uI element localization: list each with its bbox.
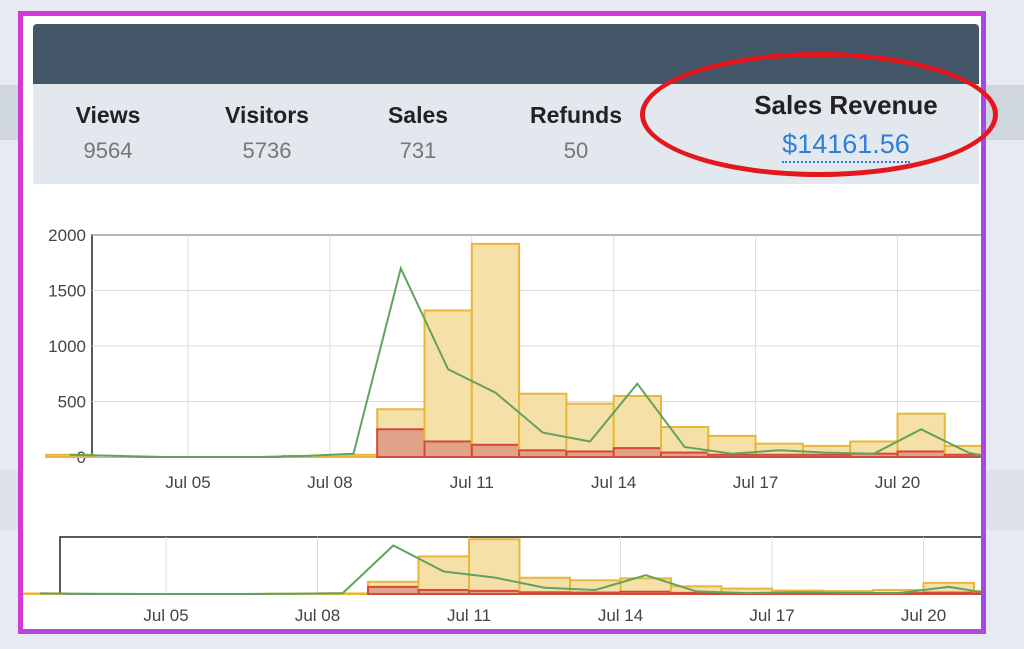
stat-value: 9564 <box>83 138 133 163</box>
refund-bar <box>565 450 615 459</box>
refund-bar <box>754 453 804 458</box>
stat-value: 50 <box>563 138 589 163</box>
refund-bar <box>619 590 672 595</box>
stat-sales-revenue: Sales Revenue $14161.56 <box>726 72 966 163</box>
sales-bar <box>565 402 615 458</box>
sales-bar <box>470 242 521 458</box>
overview-plot: Jul 05 Jul 08 Jul 11 Jul 14 Jul 17 Jul 20 <box>23 536 981 625</box>
refund-bar <box>973 592 981 595</box>
x-tick-label: Jul 11 <box>450 473 494 492</box>
refund-bar <box>518 449 568 458</box>
x-tick-label: Jul 14 <box>591 473 636 492</box>
dashboard-frame: Views 9564 Visitors 5736 Sales 731 Refun… <box>18 11 986 634</box>
refund-bar <box>896 450 946 459</box>
refund-bar <box>468 589 521 595</box>
x-tick-label: Jul 20 <box>875 473 920 492</box>
y-tick-label: 1000 <box>48 337 86 356</box>
stats-panel: Views 9564 Visitors 5736 Sales 731 Refun… <box>33 84 979 184</box>
refund-bar <box>423 440 473 458</box>
x-tick-label: Jul 20 <box>901 606 946 625</box>
y-tick-label: 500 <box>58 393 86 412</box>
stat-refunds: Refunds 50 <box>501 84 651 164</box>
x-tick-label: Jul 14 <box>598 606 643 625</box>
stat-label: Refunds <box>530 102 622 128</box>
refund-bar <box>470 443 521 459</box>
x-tick-label: Jul 17 <box>749 606 794 625</box>
refund-bar <box>670 591 723 595</box>
sales-bar <box>468 538 521 596</box>
stat-value: 5736 <box>242 138 292 163</box>
stat-sales: Sales 731 <box>343 84 493 164</box>
x-tick-label: Jul 17 <box>733 473 778 492</box>
refund-bar <box>660 451 710 458</box>
x-tick-label: Jul 05 <box>143 606 188 625</box>
y-tick-label: 2000 <box>48 226 86 245</box>
refund-bar <box>367 585 420 595</box>
stat-label: Visitors <box>225 102 309 128</box>
stat-label: Sales Revenue <box>754 90 938 120</box>
refund-bar <box>417 589 470 596</box>
refund-bar <box>569 591 622 596</box>
x-tick-label: Jul 08 <box>295 606 340 625</box>
refund-bar <box>943 453 981 458</box>
refund-bar <box>801 453 852 458</box>
stat-visitors: Visitors 5736 <box>192 84 342 164</box>
refund-bar <box>707 453 757 458</box>
refund-bar <box>518 591 571 595</box>
stat-label: Views <box>75 102 141 128</box>
visitors-line <box>69 265 981 458</box>
refund-bar <box>922 591 975 596</box>
sales-bar <box>518 392 568 459</box>
stat-label: Sales <box>387 102 449 128</box>
stat-value: 731 <box>399 138 437 163</box>
x-tick-label: Jul 08 <box>307 473 352 492</box>
sales-revenue-link[interactable]: $14161.56 <box>782 129 910 163</box>
stat-views: Views 9564 <box>33 84 183 164</box>
x-tick-label: Jul 11 <box>447 606 491 625</box>
refund-bar <box>612 447 663 458</box>
y-tick-label: 1500 <box>48 282 86 301</box>
x-tick-label: Jul 05 <box>165 473 210 492</box>
refund-bar <box>376 428 426 458</box>
visitors-line <box>39 544 981 595</box>
